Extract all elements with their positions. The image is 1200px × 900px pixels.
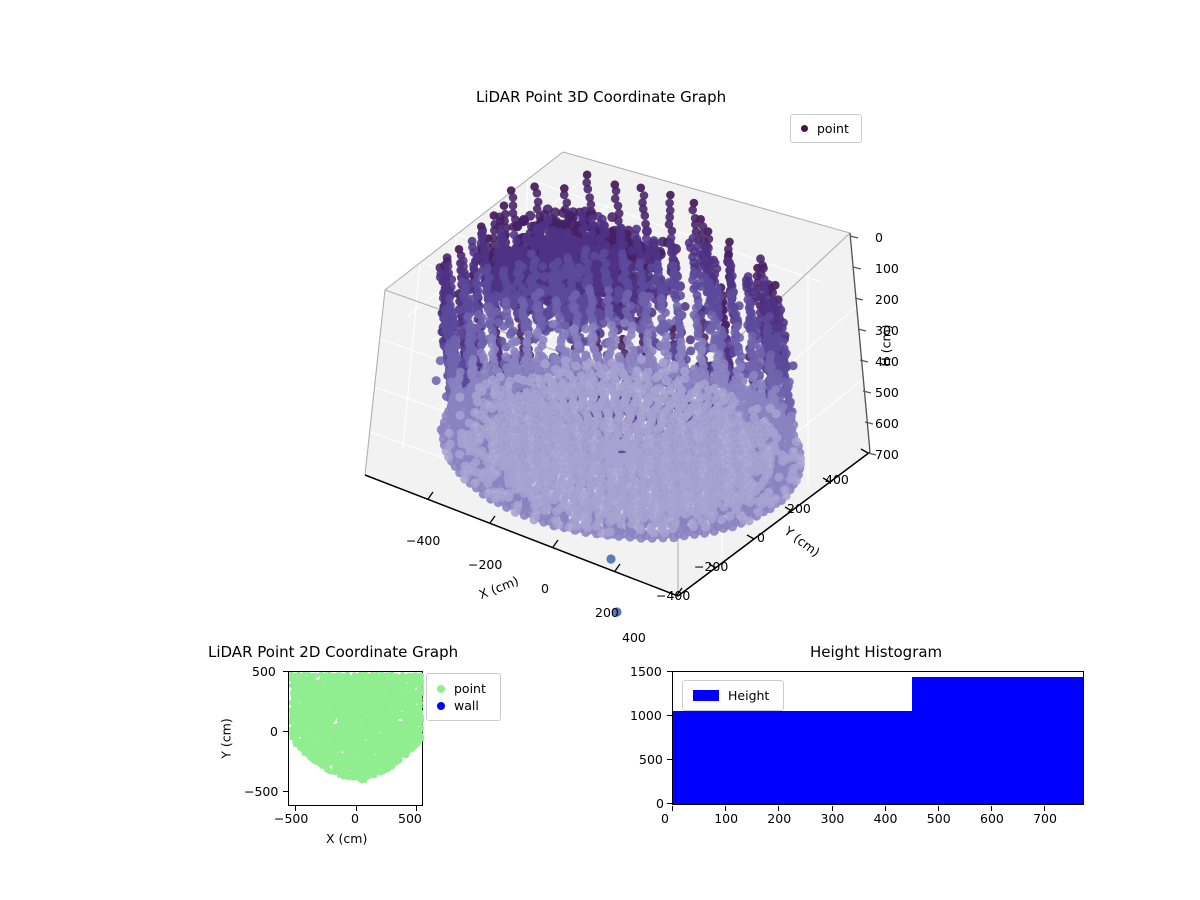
plot3d-ztick-6: 600	[875, 416, 899, 431]
plot2d-legend[interactable]: point wall	[426, 673, 501, 721]
lidar-3d-scene[interactable]	[330, 130, 950, 630]
histogram-xtick-4: 400	[873, 811, 898, 826]
plot2d-ytickmark-0	[283, 671, 288, 672]
plot3d-ztick-4: 400	[875, 354, 899, 369]
histogram-ytick-3: 0	[656, 796, 664, 811]
histogram-ytickmark-1	[667, 715, 672, 716]
lidar-2d-plot-panel: LiDAR Point 2D Coordinate Graph 500 0 −5…	[208, 643, 508, 855]
histogram-bar[interactable]	[912, 677, 1083, 804]
histogram-xtickmark-5	[937, 806, 939, 811]
plot3d-xtick-3: 200	[595, 605, 619, 620]
plot3d-xtick-1: −200	[468, 557, 503, 572]
plot3d-zaxis-label: H (cm)	[878, 324, 894, 367]
plot3d-ytick-3: −200	[694, 559, 729, 574]
plot3d-legend[interactable]: point	[790, 114, 862, 143]
histogram-ytick-1: 1000	[630, 708, 662, 723]
legend-label-point: point	[454, 681, 486, 696]
point-marker-icon	[437, 684, 445, 693]
plot3d-ztick-1: 100	[875, 261, 899, 276]
plot3d-xtick-2: 0	[541, 581, 549, 596]
plot2d-ytickmark-2	[283, 791, 288, 792]
legend-item-point: point	[801, 120, 849, 137]
histogram-xtickmark-6	[991, 806, 992, 811]
legend-item-wall: wall	[437, 697, 486, 714]
plot2d-ytick-1: 0	[270, 724, 278, 739]
plot3d-ytick-4: −400	[656, 588, 691, 603]
histogram-xtick-1: 100	[714, 811, 739, 826]
plot2d-ytick-2: −500	[244, 784, 279, 799]
plot2d-title: LiDAR Point 2D Coordinate Graph	[208, 643, 459, 661]
histogram-legend[interactable]: Height	[682, 680, 785, 711]
histogram-axes-frame[interactable]	[672, 671, 1084, 805]
histogram-xtick-5: 500	[926, 811, 951, 826]
plot3d-title: LiDAR Point 3D Coordinate Graph	[476, 88, 727, 106]
point-marker-icon	[801, 125, 808, 132]
histogram-title: Height Histogram	[810, 643, 943, 661]
histogram-ytick-0: 1500	[630, 664, 662, 679]
plot2d-xtick-2: 500	[398, 811, 422, 826]
histogram-bar[interactable]	[673, 710, 913, 804]
histogram-ytickmark-2	[667, 759, 672, 760]
plot3d-ztick-0: 0	[875, 230, 883, 245]
plot2d-xtickmark-1	[356, 806, 357, 811]
plot3d-xtick-0: −400	[406, 533, 441, 548]
plot3d-ytick-2: 0	[757, 530, 765, 545]
histogram-ytickmark-3	[667, 803, 672, 804]
legend-label-wall: wall	[454, 698, 479, 713]
plot2d-yaxis-label: Y (cm)	[218, 718, 234, 759]
histogram-xtickmark-4	[884, 806, 886, 811]
histogram-xtickmark-0	[672, 806, 673, 811]
plot3d-ytick-0: 400	[825, 472, 849, 487]
histogram-xtick-0: 0	[661, 811, 669, 826]
plot3d-xtick-4: 400	[622, 630, 646, 645]
histogram-xtickmark-2	[778, 806, 780, 811]
plot3d-ztick-2: 200	[875, 292, 899, 307]
legend-item-height: Height	[693, 687, 769, 704]
plot3d-ytick-1: 200	[787, 501, 811, 516]
histogram-ytick-2: 500	[639, 752, 663, 767]
plot2d-xtickmark-0	[295, 806, 296, 811]
height-histogram-panel: Height Histogram 1500 1000 500 0 0 100 200…	[630, 643, 1100, 860]
histogram-xtick-3: 300	[820, 811, 845, 826]
plot3d-ztick-3: 300	[875, 323, 899, 338]
histogram-xtickmark-1	[725, 806, 727, 811]
legend-item-point: point	[437, 680, 486, 697]
plot2d-ytickmark-1	[283, 731, 288, 732]
legend-label-height: Height	[728, 688, 770, 703]
plot2d-xtickmark-2	[416, 806, 417, 811]
plot3d-ztick-5: 500	[875, 385, 899, 400]
histogram-ytickmark-0	[667, 671, 672, 672]
plot2d-axes-frame[interactable]	[288, 671, 424, 806]
legend-label-point: point	[817, 121, 849, 136]
plot2d-xtick-1: 0	[351, 811, 359, 826]
plot2d-scatter-canvas	[289, 672, 424, 784]
plot2d-xaxis-label: X (cm)	[326, 831, 368, 846]
histogram-xtickmark-3	[831, 806, 833, 811]
plot2d-ytick-0: 500	[252, 664, 276, 679]
histogram-xtick-7: 700	[1033, 811, 1057, 826]
lidar-3d-plot-panel: LiDAR Point 3D Coordinate Graph point	[330, 88, 950, 645]
plot2d-xtick-0: −500	[274, 811, 309, 826]
histogram-xtick-6: 600	[980, 811, 1004, 826]
histogram-xtickmark-7	[1044, 806, 1046, 811]
histogram-xtick-2: 200	[767, 811, 792, 826]
plot3d-ztick-7: 700	[875, 447, 899, 462]
height-color-patch-icon	[693, 690, 719, 701]
wall-marker-icon	[437, 701, 445, 710]
